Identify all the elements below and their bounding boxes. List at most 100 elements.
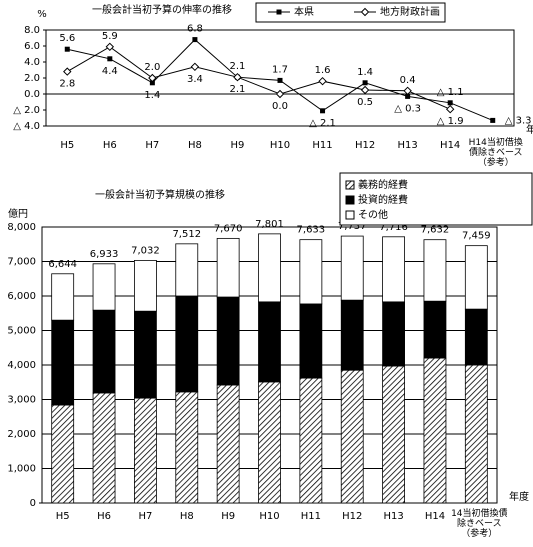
legend-marker bbox=[276, 9, 282, 15]
marker bbox=[445, 104, 455, 114]
marker bbox=[447, 100, 453, 106]
y-tick-label: 1,000 bbox=[7, 464, 36, 475]
x-tick-label: H5 bbox=[60, 140, 74, 151]
x-axis-label: 年度 bbox=[509, 490, 529, 503]
y-tick-label: △ 4.0 bbox=[13, 121, 40, 132]
y-tick-label: 7,000 bbox=[7, 257, 36, 268]
bar-segment bbox=[464, 245, 488, 310]
y-tick-label: 0 bbox=[30, 498, 36, 509]
y-tick-label: 2.0 bbox=[24, 73, 40, 84]
legend-frame bbox=[339, 172, 533, 226]
data-label: 1.6 bbox=[315, 65, 331, 76]
data-label: 2.8 bbox=[59, 79, 75, 90]
x-tick-label: H9 bbox=[221, 511, 235, 522]
y-tick-label: 6.0 bbox=[24, 41, 40, 52]
x-tick-label: H6 bbox=[97, 511, 111, 522]
total-label: 7,633 bbox=[297, 225, 326, 236]
x-tick-label: H11 bbox=[301, 511, 321, 522]
bar-segment bbox=[216, 296, 240, 386]
legend-label: その他 bbox=[358, 208, 388, 221]
total-label: 7,459 bbox=[462, 231, 491, 242]
x-tick-label: H9 bbox=[231, 140, 245, 151]
x-tick-label: H7 bbox=[138, 511, 152, 522]
x-tick-label: H13 bbox=[398, 140, 418, 151]
bar-segment bbox=[299, 303, 323, 379]
marker bbox=[360, 85, 370, 95]
y-tick-label: 2,000 bbox=[7, 429, 36, 440]
bar-segment bbox=[258, 301, 281, 383]
total-label: 6,933 bbox=[90, 249, 119, 260]
y-tick-label: 8,000 bbox=[7, 222, 36, 233]
data-label: 3.4 bbox=[187, 74, 203, 85]
x-tick-label: H10 bbox=[259, 511, 279, 522]
y-tick-label: 6,000 bbox=[7, 291, 36, 302]
x-tick-label: H5 bbox=[56, 511, 70, 522]
data-label: 5.9 bbox=[102, 31, 118, 42]
bar-segment bbox=[299, 239, 323, 305]
bar-segment bbox=[299, 377, 323, 504]
marker bbox=[405, 93, 411, 99]
y-tick-label: 3,000 bbox=[7, 395, 36, 406]
x-tick-label: H12 bbox=[355, 140, 375, 151]
plot-frame bbox=[45, 29, 515, 127]
legend-label: 義務的経費 bbox=[358, 178, 408, 191]
total-label: 7,670 bbox=[214, 223, 243, 234]
bar-segment bbox=[134, 310, 157, 399]
total-label: 7,032 bbox=[131, 245, 160, 256]
marker bbox=[107, 56, 113, 62]
bar-segment bbox=[216, 237, 240, 298]
data-label: △ 0.3 bbox=[394, 103, 421, 114]
bar-segment bbox=[51, 404, 75, 504]
bar-segment bbox=[258, 233, 281, 303]
y-tick-label: △ 2.0 bbox=[13, 105, 40, 116]
bar-segment bbox=[51, 319, 75, 406]
y-tick-label: 4.0 bbox=[24, 57, 40, 68]
x-tick-label: H14 bbox=[440, 140, 460, 151]
marker bbox=[320, 108, 326, 114]
bar-segment bbox=[340, 235, 364, 301]
x-tick-label: 14当初借換債除きベース（参考） bbox=[451, 509, 508, 539]
bar-segment bbox=[92, 392, 116, 504]
y-tick-label: 8.0 bbox=[24, 25, 40, 36]
bar-segment bbox=[340, 369, 364, 504]
data-label: △ 1.9 bbox=[437, 116, 464, 127]
bar-segment bbox=[258, 381, 281, 504]
bar-segment bbox=[382, 365, 405, 504]
bar-segment bbox=[464, 364, 488, 504]
bar-segment bbox=[464, 308, 488, 366]
data-label: 1.4 bbox=[144, 90, 160, 101]
data-label: △ 3.3 bbox=[505, 115, 532, 126]
data-label: △ 2.1 bbox=[309, 118, 336, 129]
legend-swatch bbox=[345, 210, 355, 220]
x-tick-label: H10 bbox=[270, 140, 290, 151]
total-label: 6,644 bbox=[48, 259, 77, 270]
data-label: 1.4 bbox=[357, 67, 373, 78]
bar-segment bbox=[134, 397, 157, 504]
y-axis-label: % bbox=[37, 9, 47, 20]
marker bbox=[490, 117, 496, 123]
x-tick-label: H8 bbox=[180, 511, 194, 522]
total-label: 7,737 bbox=[338, 221, 367, 232]
data-label: 0.0 bbox=[272, 101, 288, 112]
marker bbox=[63, 67, 72, 76]
marker bbox=[318, 76, 327, 86]
x-tick-label: H14当初借換債除きベース（参考） bbox=[468, 138, 523, 168]
bar-segment bbox=[175, 295, 199, 393]
bar-segment bbox=[175, 243, 199, 297]
data-label: 5.6 bbox=[59, 33, 75, 44]
marker bbox=[233, 72, 242, 82]
bar-segment bbox=[92, 263, 116, 311]
x-tick-label: H14 bbox=[425, 511, 445, 522]
data-label: 1.7 bbox=[272, 64, 288, 75]
total-label: 7,512 bbox=[172, 229, 201, 240]
total-label: 7,716 bbox=[379, 222, 408, 233]
x-axis-label: 年度 bbox=[526, 123, 533, 136]
bar-segment bbox=[216, 384, 240, 504]
data-label: 0.5 bbox=[357, 97, 373, 108]
data-label: 4.4 bbox=[102, 66, 118, 77]
legend-frame bbox=[255, 2, 446, 23]
marker bbox=[403, 86, 412, 96]
chart-title: 一般会計当初予算規模の推移 bbox=[95, 188, 225, 201]
marker bbox=[148, 73, 157, 83]
